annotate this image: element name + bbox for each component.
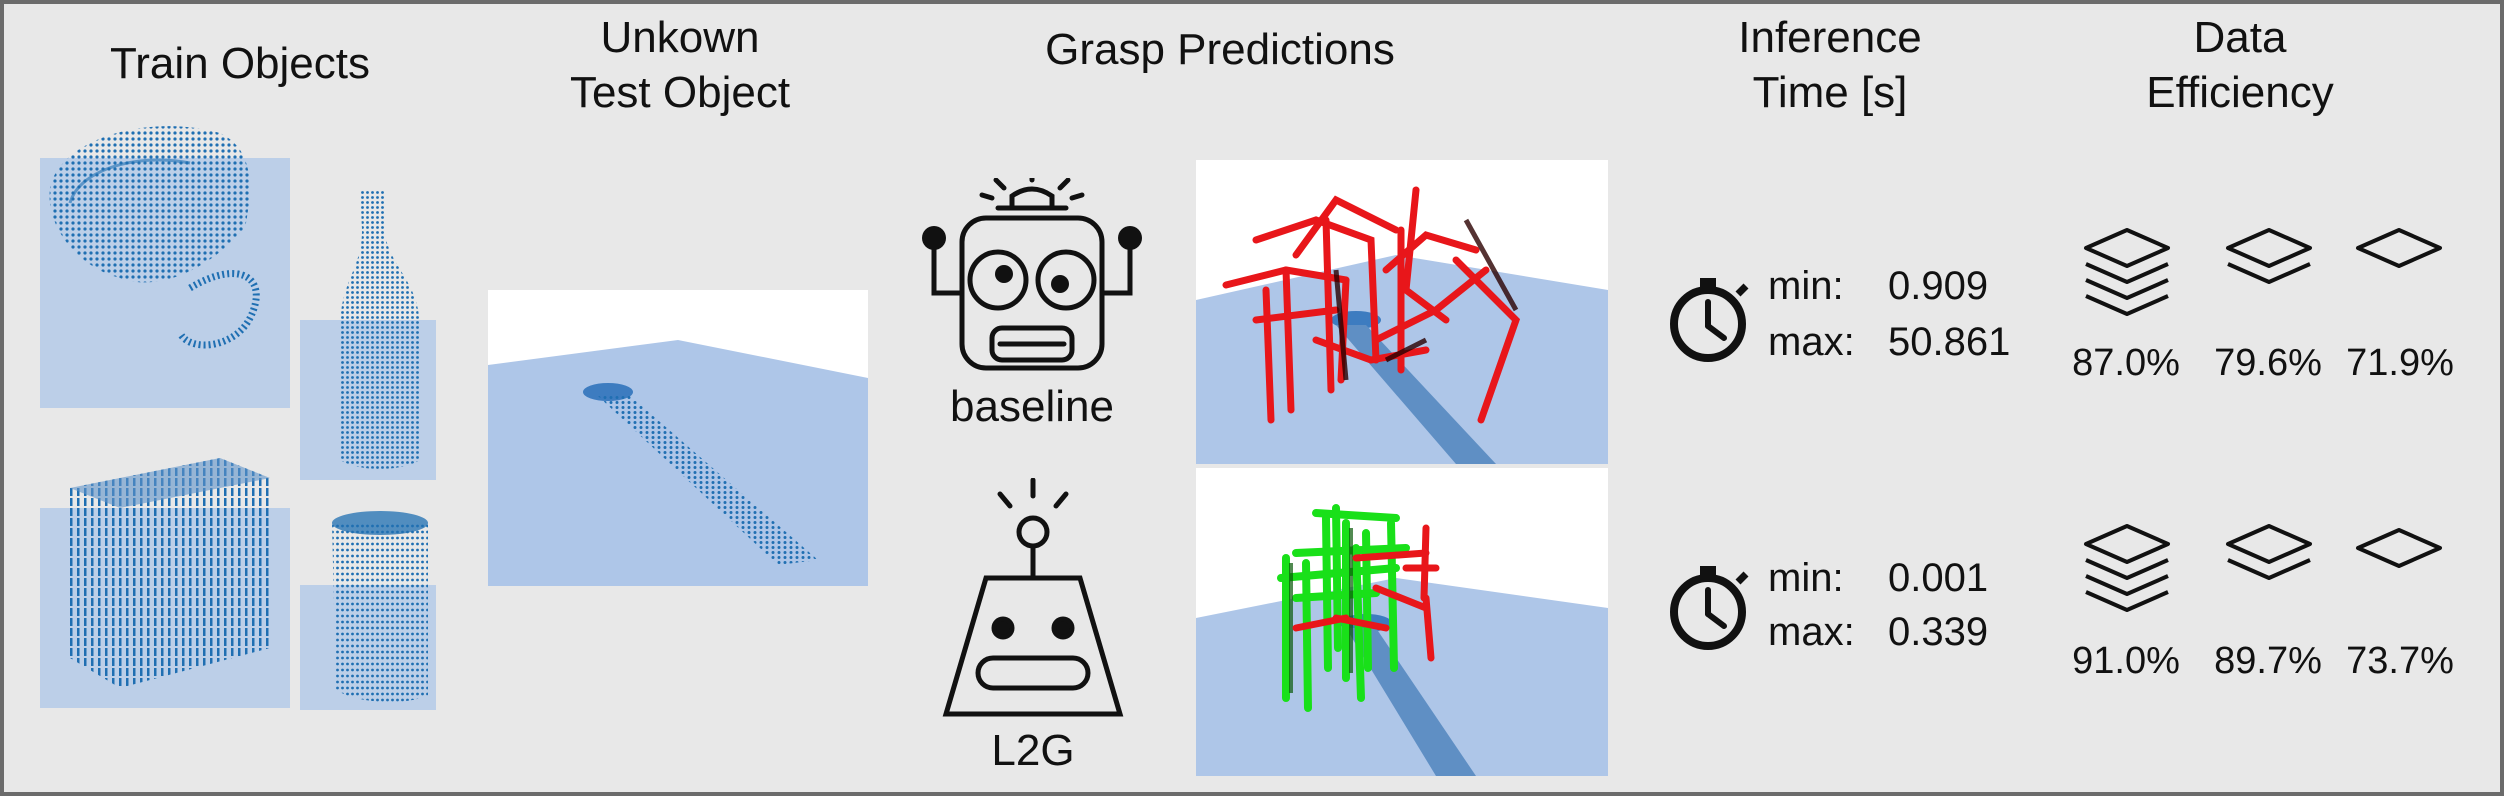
unknown-test-heading: Unkown Test Object xyxy=(500,10,860,120)
baseline-min-label: min: xyxy=(1768,264,1844,308)
l2g-label: L2G xyxy=(991,726,1075,775)
l2g-efficiency-half: 89.7% xyxy=(2214,640,2322,682)
test-object-scene xyxy=(488,290,868,586)
train-object-mug xyxy=(40,118,290,408)
l2g-efficiency-single: 73.7% xyxy=(2346,640,2454,682)
l2g-max-value: 0.339 xyxy=(1888,610,1989,654)
data-heading-line1: Data xyxy=(2193,13,2287,62)
layers-icon xyxy=(2224,522,2314,586)
l2g-min-label: min: xyxy=(1768,556,1844,600)
stopwatch-icon xyxy=(1664,272,1760,368)
train-object-bottle xyxy=(300,190,436,480)
data-efficiency-heading: Data Efficiency xyxy=(2080,10,2400,120)
baseline-min-value: 0.909 xyxy=(1888,264,1989,308)
simple-robot-icon xyxy=(938,478,1128,718)
single-layer-icon xyxy=(2354,226,2444,274)
l2g-efficiency-full: 91.0% xyxy=(2072,640,2180,682)
baseline-efficiency-full: 87.0% xyxy=(2072,342,2180,384)
train-object-can xyxy=(300,505,436,710)
baseline-max-label: max: xyxy=(1768,320,1855,364)
baseline-grasp-scene xyxy=(1196,160,1608,464)
layers-stack-icon xyxy=(2082,522,2172,618)
l2g-min-value: 0.001 xyxy=(1888,556,1989,600)
robot-icon xyxy=(912,178,1152,383)
l2g-grasp-scene xyxy=(1196,468,1608,776)
unknown-test-heading-line1: Unkown xyxy=(600,13,760,62)
layers-icon xyxy=(2224,226,2314,290)
inference-time-heading: Inference Time [s] xyxy=(1660,10,2000,120)
single-layer-icon xyxy=(2354,526,2444,574)
baseline-label: baseline xyxy=(950,382,1114,431)
layers-stack-icon xyxy=(2082,226,2172,322)
stopwatch-icon xyxy=(1664,560,1760,656)
l2g-max-label: max: xyxy=(1768,610,1855,654)
unknown-test-heading-line2: Test Object xyxy=(569,68,791,117)
train-objects-heading: Train Objects xyxy=(109,39,370,88)
data-heading-line2: Efficiency xyxy=(2146,68,2334,117)
baseline-max-value: 50.861 xyxy=(1888,320,2011,364)
baseline-efficiency-half: 79.6% xyxy=(2214,342,2322,384)
grasp-predictions-heading: Grasp Predictions xyxy=(1045,25,1395,74)
train-object-box xyxy=(40,448,290,708)
inference-heading-line2: Time [s] xyxy=(1752,68,1908,117)
baseline-efficiency-single: 71.9% xyxy=(2346,342,2454,384)
inference-heading-line1: Inference xyxy=(1738,13,1922,62)
